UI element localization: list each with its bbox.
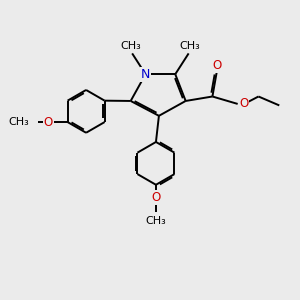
Text: CH₃: CH₃ xyxy=(8,117,29,127)
Text: O: O xyxy=(212,59,221,72)
Text: O: O xyxy=(44,116,53,129)
Text: O: O xyxy=(151,191,160,204)
Text: O: O xyxy=(239,98,248,110)
Text: N: N xyxy=(141,68,150,81)
Text: CH₃: CH₃ xyxy=(180,41,200,51)
Text: CH₃: CH₃ xyxy=(146,216,166,226)
Text: CH₃: CH₃ xyxy=(120,41,141,51)
